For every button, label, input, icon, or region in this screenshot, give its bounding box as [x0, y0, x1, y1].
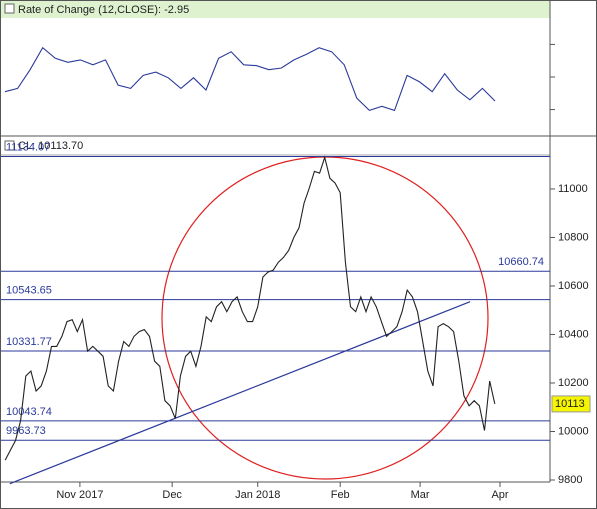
y-tick-label: 10200	[558, 377, 589, 389]
panel-icon	[4, 140, 15, 151]
y-tick-label: 10800	[558, 231, 589, 243]
price-line	[4, 155, 496, 461]
y-tick-label: 11000	[558, 183, 588, 195]
price-line	[4, 46, 496, 112]
x-tick-label: Mar	[411, 489, 430, 501]
level-label: 10331.77	[6, 336, 52, 348]
y-tick-label: 10600	[558, 280, 589, 292]
level-label: 9963.73	[6, 425, 46, 437]
last-value-label: 10113	[555, 398, 585, 410]
level-label: 10043.74	[6, 406, 52, 418]
x-tick-label: Nov 2017	[56, 489, 103, 501]
x-tick-label: Feb	[331, 489, 350, 501]
trendline	[9, 301, 471, 485]
last-value-box	[551, 395, 591, 413]
x-tick-label: Dec	[162, 489, 182, 501]
x-tick-label: Jan 2018	[235, 489, 280, 501]
level-label: 11134.07	[6, 141, 50, 153]
roc-header	[1, 1, 550, 18]
roc-title: Rate of Change (12,CLOSE): -2.95	[18, 4, 189, 16]
level-label: 10660.74	[498, 256, 544, 268]
price-title: CL: 10113.70	[18, 140, 83, 152]
panel-icon	[4, 3, 15, 14]
y-tick-label: 10400	[558, 328, 589, 340]
y-tick-label: 10000	[558, 425, 589, 437]
level-label: 10543.65	[6, 285, 52, 297]
y-tick-label: 9800	[558, 474, 582, 486]
x-tick-label: Apr	[491, 489, 508, 501]
